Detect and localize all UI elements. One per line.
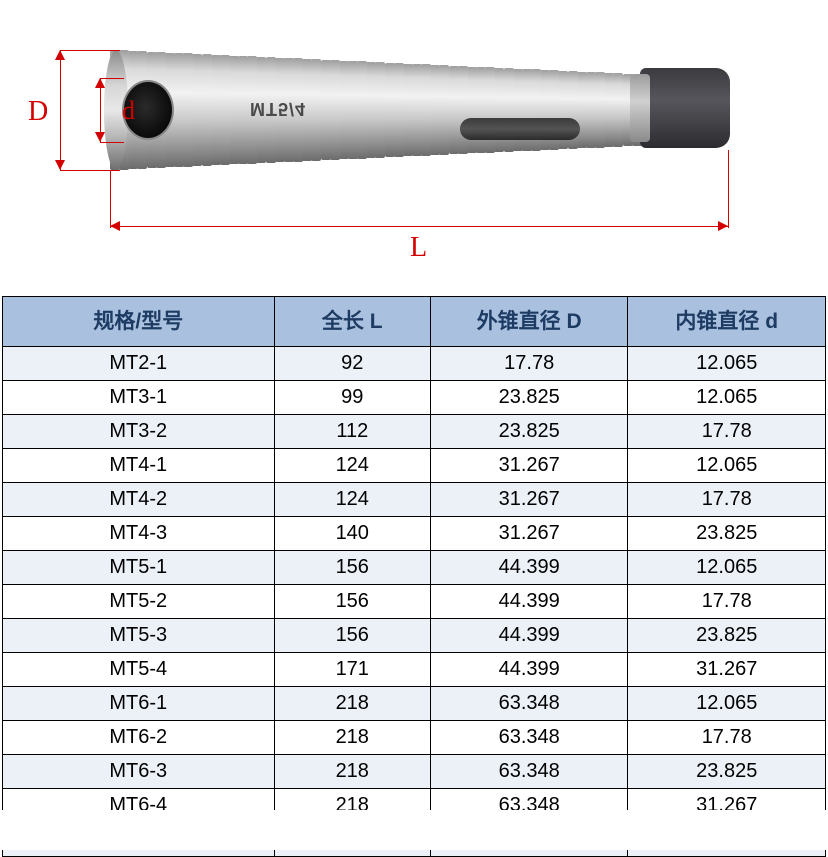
- cell-D: 17.78: [430, 347, 628, 381]
- cell-d: 23.825: [628, 517, 826, 551]
- dim-D-arrow: [55, 160, 65, 170]
- cell-L: 124: [274, 449, 430, 483]
- dim-L-label: L: [410, 232, 427, 264]
- cell-model: MT5-4: [3, 653, 275, 687]
- cell-model: MT2-1: [3, 347, 275, 381]
- cell-D: 44.399: [430, 619, 628, 653]
- cell-L: 171: [274, 653, 430, 687]
- col-header-D: 外锥直径 D: [430, 297, 628, 347]
- cell-d: 17.78: [628, 721, 826, 755]
- cell-model: MT5-3: [3, 619, 275, 653]
- dim-D-ext: [60, 170, 120, 171]
- dim-L-ext: [110, 170, 111, 228]
- cell-L: 99: [274, 381, 430, 415]
- table-row: MT3-19923.82512.065: [3, 381, 826, 415]
- cell-L: 92: [274, 347, 430, 381]
- cell-D: 23.825: [430, 381, 628, 415]
- dim-L-arrow: [110, 221, 120, 231]
- cell-d: 17.78: [628, 585, 826, 619]
- cell-D: 44.399: [430, 585, 628, 619]
- table-row: MT6-121863.34812.065: [3, 687, 826, 721]
- cell-d: 31.267: [628, 653, 826, 687]
- cell-d: 12.065: [628, 347, 826, 381]
- cell-d: 12.065: [628, 449, 826, 483]
- cell-L: 124: [274, 483, 430, 517]
- cell-L: 156: [274, 551, 430, 585]
- cell-d: 12.065: [628, 687, 826, 721]
- table-row: MT5-115644.39912.065: [3, 551, 826, 585]
- cell-d: 17.78: [628, 483, 826, 517]
- cell-D: 31.267: [430, 483, 628, 517]
- cell-D: 63.348: [430, 687, 628, 721]
- cell-model: MT3-2: [3, 415, 275, 449]
- dim-d-arrow: [95, 132, 105, 142]
- dim-L-arrow: [718, 221, 728, 231]
- spec-table: 规格/型号 全长 L 外锥直径 D 内锥直径 d MT2-19217.7812.…: [2, 296, 826, 857]
- cell-D: 31.267: [430, 517, 628, 551]
- cell-D: 44.399: [430, 653, 628, 687]
- cell-D: 23.825: [430, 415, 628, 449]
- dim-L-line: [110, 226, 728, 227]
- dim-d-label: d: [122, 96, 135, 126]
- dim-D-ext: [60, 50, 120, 51]
- spec-table-header-row: 规格/型号 全长 L 外锥直径 D 内锥直径 d: [3, 297, 826, 347]
- table-row: MT2-19217.7812.065: [3, 347, 826, 381]
- col-header-d: 内锥直径 d: [628, 297, 826, 347]
- cell-model: MT6-2: [3, 721, 275, 755]
- cell-model: MT4-1: [3, 449, 275, 483]
- cell-L: 140: [274, 517, 430, 551]
- table-row: MT5-315644.39923.825: [3, 619, 826, 653]
- col-header-L: 全长 L: [274, 297, 430, 347]
- dimension-diagram: MT5/4 D d L: [0, 0, 828, 270]
- dim-d-ext: [100, 142, 124, 143]
- part-stamp: MT5/4: [250, 98, 306, 119]
- dim-D-label: D: [28, 96, 48, 128]
- table-row: MT4-112431.26712.065: [3, 449, 826, 483]
- table-row: MT6-321863.34823.825: [3, 755, 826, 789]
- cell-model: MT6-1: [3, 687, 275, 721]
- cell-model: MT5-2: [3, 585, 275, 619]
- cell-d: 12.065: [628, 381, 826, 415]
- cell-d: 23.825: [628, 755, 826, 789]
- cell-D: 63.348: [430, 721, 628, 755]
- cell-model: MT5-1: [3, 551, 275, 585]
- taper-sleeve-body: MT5/4: [110, 50, 650, 170]
- cell-d: 12.065: [628, 551, 826, 585]
- cell-L: 218: [274, 721, 430, 755]
- cell-model: MT3-1: [3, 381, 275, 415]
- dim-d-arrow: [95, 78, 105, 88]
- table-row: MT3-211223.82517.78: [3, 415, 826, 449]
- cell-L: 218: [274, 755, 430, 789]
- cell-d: 23.825: [628, 619, 826, 653]
- col-header-model: 规格/型号: [3, 297, 275, 347]
- spec-table-wrap: 规格/型号 全长 L 外锥直径 D 内锥直径 d MT2-19217.7812.…: [2, 296, 826, 857]
- tang-end: [640, 68, 730, 148]
- table-row: MT6-221863.34817.78: [3, 721, 826, 755]
- table-row: MT5-215644.39917.78: [3, 585, 826, 619]
- cell-L: 156: [274, 619, 430, 653]
- drift-slot: [460, 118, 580, 140]
- table-row: MT5-417144.39931.267: [3, 653, 826, 687]
- cell-D: 63.348: [430, 755, 628, 789]
- cell-model: MT4-3: [3, 517, 275, 551]
- table-row: MT4-212431.26717.78: [3, 483, 826, 517]
- cell-L: 156: [274, 585, 430, 619]
- cell-L: 218: [274, 687, 430, 721]
- table-row: MT4-314031.26723.825: [3, 517, 826, 551]
- cell-D: 31.267: [430, 449, 628, 483]
- cell-D: 44.399: [430, 551, 628, 585]
- dim-L-ext: [728, 150, 729, 228]
- cell-L: 112: [274, 415, 430, 449]
- dim-D-arrow: [55, 50, 65, 60]
- bottom-crop-mask: [0, 810, 828, 850]
- cell-d: 17.78: [628, 415, 826, 449]
- dim-D-line: [60, 50, 61, 170]
- cell-model: MT6-3: [3, 755, 275, 789]
- cell-model: MT4-2: [3, 483, 275, 517]
